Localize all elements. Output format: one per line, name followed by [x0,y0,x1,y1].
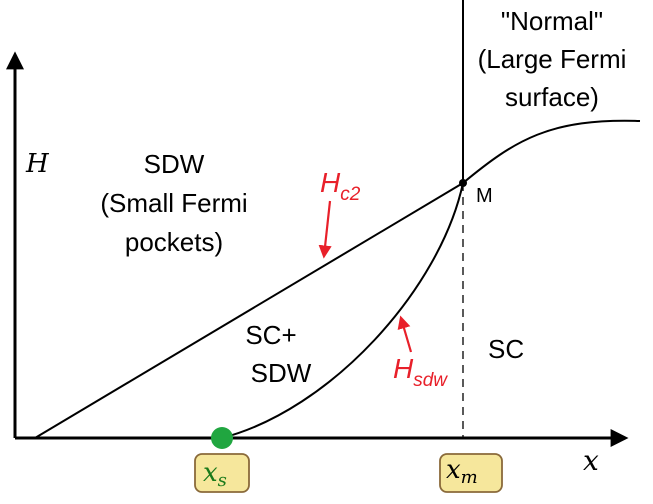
normal-region-label-line1: "Normal" [501,6,603,36]
hc2-label-sub: c2 [340,184,361,205]
xm-label: xm [446,455,478,488]
sdw-region-label-line2: (Small Fermi [100,188,247,218]
sc-sdw-region-label-line1: SC+ [245,320,296,350]
hc2-label: Hc2 [320,167,361,205]
hc2-label-main: H [320,167,341,198]
hsdw-label-sub: sdw [413,370,448,391]
xs-dot [211,427,233,449]
sdw-region-label-line1: SDW [144,149,205,179]
point-m-label: M [476,185,493,207]
xm-label-main: x [446,455,461,485]
normal-region-label-line2: (Large Fermi [478,44,627,74]
normal-region-label-line3: surface) [505,82,599,112]
xs-box [194,453,250,493]
hsdw-label-main: H [393,353,414,384]
xm-box [439,453,503,493]
hsdw-curve [221,182,464,439]
x-axis-label: x [583,444,599,477]
sdw-region-label-line3: pockets) [125,227,223,257]
upper-crossover-curve [462,119,641,184]
xs-label-main: x [203,458,218,488]
sc-sdw-region-label-line2: SDW [251,358,312,388]
hc2-arrow [318,200,332,259]
sc-region-label: SC [488,334,524,364]
hc2-line [34,182,464,439]
xs-label: xs [203,458,227,491]
point-m-dot [459,179,467,187]
xm-label-sub: m [461,467,478,488]
hsdw-label: Hsdw [393,353,448,391]
hsdw-arrow [397,315,413,353]
xs-label-sub: s [218,470,227,491]
y-axis-label: H [25,149,50,179]
